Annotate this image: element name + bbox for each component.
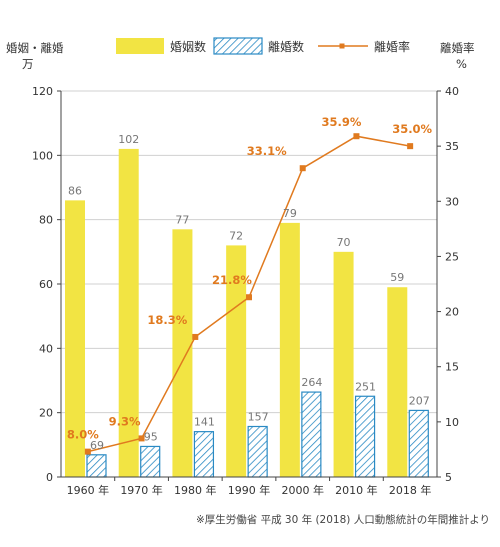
label-marriages: 59 [390,271,404,284]
right-tick-label: 20 [445,306,459,319]
left-tick-label: 100 [32,149,53,162]
legend-label-marriages: 婚姻数 [170,39,206,54]
bar-marriages [118,148,139,477]
bar-divorces [354,395,376,478]
legend: 婚姻数 離婚数 離婚率 [116,37,410,55]
label-marriages: 86 [68,184,82,197]
rate-marker [407,143,414,150]
rate-marker [299,165,306,172]
label-rate: 33.1% [247,144,287,158]
category-label: 1990 年 [228,483,271,497]
rate-marker [246,294,252,301]
bar-marriages [279,222,300,477]
legend-swatch-divorces [213,37,263,55]
right-axis-title: 離婚率% [440,41,475,71]
bar-marriages [172,229,193,477]
category-label: 1970 年 [120,483,163,497]
category-label: 2010 年 [335,483,378,497]
rate-marker [138,435,145,442]
right-tick-label: 40 [445,85,459,98]
legend-marker-rate [339,43,345,49]
label-rate: 18.3% [147,313,187,327]
label-rate: 21.8% [212,273,252,287]
data-labels: 86 69 102 95 77 141 72 157 79 264 70 251 59 207 8.0% 9.… [67,115,433,452]
source-note: ※厚生労働省 平成 30 年 (2018) 人口動態統計の年間推計より [195,514,490,526]
left-tick-label: 0 [46,471,53,484]
left-tick-label: 120 [32,85,53,98]
left-tick-label: 40 [39,342,53,355]
right-tick-label: 10 [445,416,459,429]
left-axis-title-line-1: 婚姻・離婚 [6,41,64,55]
label-rate: 9.3% [109,414,141,428]
left-tick-label: 20 [39,407,53,420]
label-rate: 8.0% [67,428,99,442]
bar-marriages [387,287,408,477]
label-divorces: 141 [194,416,215,429]
bar-divorces [193,431,215,478]
label-marriages: 77 [175,213,189,226]
legend-swatch-marriages [116,38,164,54]
label-marriages: 79 [283,207,297,220]
label-rate: 35.0% [392,122,432,136]
label-divorces: 207 [409,394,430,407]
right-tick-label: 30 [445,195,459,208]
label-marriages: 72 [229,229,243,242]
right-axis-title-line-2: % [456,57,467,71]
rate-marker [84,448,91,455]
left-tick-label: 60 [39,278,53,291]
right-tick-label: 15 [445,361,459,374]
category-label: 2018 年 [389,483,432,497]
rate-line [84,133,414,455]
legend-label-rate: 離婚率 [374,39,410,54]
bar-divorces [86,454,107,478]
bar-divorces [140,445,161,478]
label-divorces: 251 [355,380,376,393]
axes: 0 20 40 60 80 100 120 5 10 15 20 25 30 35 40 1960 年 1970… [32,85,459,497]
left-tick-label: 80 [39,214,53,227]
bar-divorces [247,425,268,478]
label-divorces: 95 [144,430,158,443]
category-label: 1960 年 [67,483,110,497]
bar-divorces [408,409,429,478]
label-divorces: 157 [248,410,269,423]
label-marriages: 70 [337,236,351,249]
left-axis-title: 婚姻・離婚万 [6,41,64,71]
rate-marker [192,333,199,340]
category-label: 1980 年 [174,483,217,497]
bar-divorces [301,391,322,478]
left-axis-title-line-2: 万 [22,57,34,71]
rate-marker [353,133,360,140]
label-divorces: 69 [90,439,104,452]
right-tick-label: 35 [445,140,459,153]
label-divorces: 264 [301,376,322,389]
bar-marriages [333,251,354,477]
bar-marriages [65,200,85,477]
right-tick-label: 5 [445,471,452,484]
label-rate: 35.9% [321,115,361,129]
category-label: 2000 年 [281,483,324,497]
right-tick-label: 25 [445,250,459,263]
legend-label-divorces: 離婚数 [268,39,304,54]
right-axis-title-line-1: 離婚率 [440,41,475,55]
label-marriages: 102 [118,133,139,146]
